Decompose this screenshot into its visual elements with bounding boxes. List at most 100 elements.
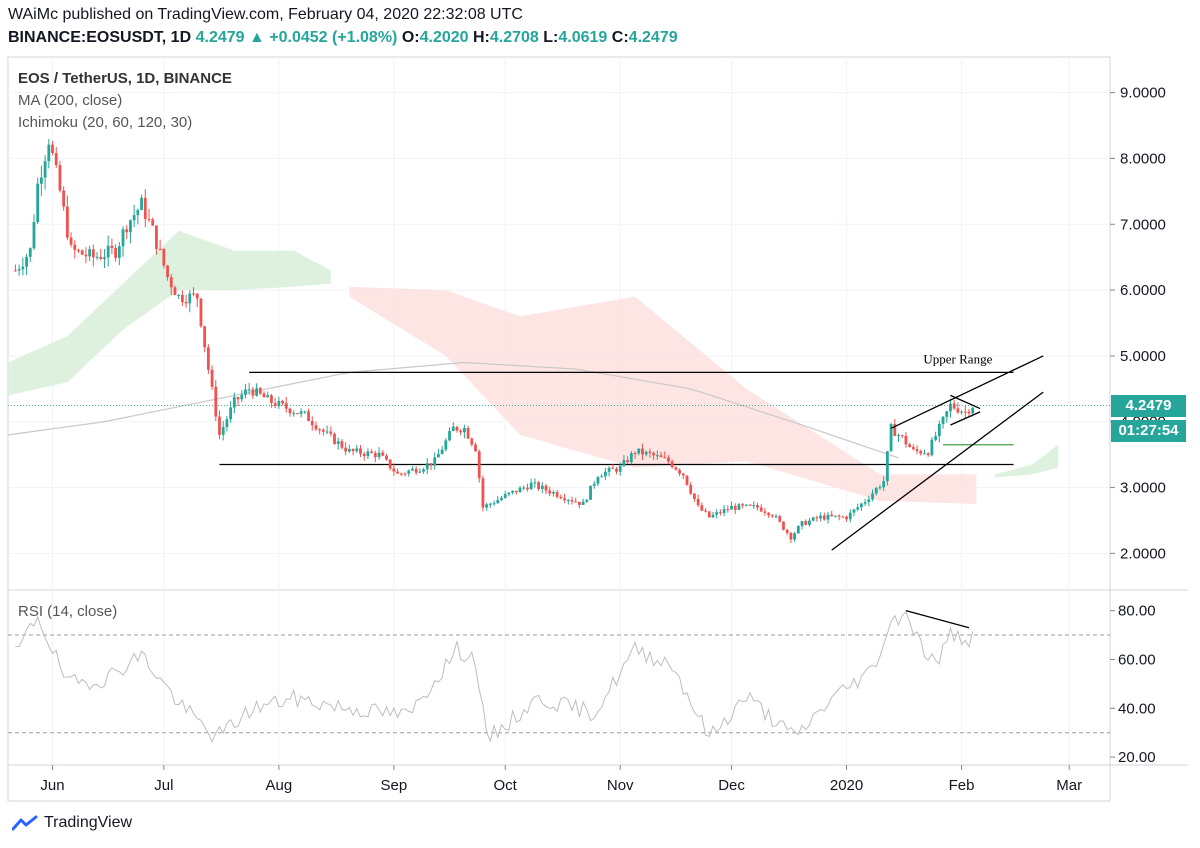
- legend-rsi[interactable]: RSI (14, close): [18, 603, 118, 620]
- candle-up: [232, 397, 236, 408]
- time-axis-label: Jul: [154, 777, 173, 794]
- candle-up: [433, 457, 437, 466]
- trend-drawings[interactable]: [831, 355, 1044, 551]
- rsi-pane: [8, 610, 1110, 743]
- time-axis-label: Sep: [381, 777, 408, 794]
- candle-up: [960, 411, 963, 413]
- candle-up: [934, 436, 938, 440]
- footer-brand[interactable]: TradingView: [12, 814, 132, 832]
- candle-up: [826, 514, 830, 520]
- candle-down: [555, 492, 559, 497]
- candle-up: [448, 430, 451, 441]
- candle-down: [685, 475, 689, 485]
- candle-up: [422, 469, 425, 472]
- candle-up: [507, 492, 511, 495]
- candle-down: [689, 484, 693, 494]
- chart-title: EOS / TetherUS, 1D, BINANCE: [18, 70, 232, 87]
- candle-up: [177, 294, 181, 296]
- candle-down: [667, 457, 670, 462]
- price-axis-label: 7.0000: [1120, 216, 1166, 233]
- candle-down: [351, 448, 355, 452]
- candle-up: [711, 514, 715, 518]
- candle-down: [392, 468, 396, 472]
- candle-up: [496, 500, 500, 504]
- candle-up: [889, 424, 893, 452]
- time-axis-label: Feb: [949, 777, 975, 794]
- candle-up: [863, 502, 867, 504]
- candle-down: [911, 447, 915, 450]
- candle-up: [240, 394, 244, 400]
- candle-down: [199, 298, 203, 327]
- candle-down: [143, 197, 147, 220]
- candle-down: [114, 247, 118, 258]
- candle-up: [336, 441, 340, 444]
- candle-up: [129, 220, 132, 233]
- candle-up: [36, 183, 40, 223]
- candle-down: [785, 529, 789, 533]
- high-label: H:: [473, 29, 490, 46]
- candle-down: [652, 453, 656, 456]
- candle-down: [841, 516, 845, 518]
- candle-down: [284, 403, 288, 409]
- price-change: +0.0452 (+1.08%): [269, 29, 398, 46]
- grid: [8, 57, 1110, 765]
- symbol-quote-line: BINANCE:EOSUSDT, 1D 4.2479 ▲ +0.0452 (+1…: [8, 29, 678, 47]
- candle-up: [255, 388, 258, 396]
- candle-up: [796, 526, 800, 534]
- candle-down: [641, 448, 644, 455]
- upper-range-label: Upper Range: [923, 351, 992, 366]
- candle-down: [481, 478, 485, 508]
- candle-down: [399, 473, 403, 475]
- candle-down: [258, 388, 262, 394]
- candle-down: [381, 452, 385, 456]
- candle-down: [633, 453, 637, 455]
- candle-up: [347, 448, 351, 452]
- candle-down: [514, 490, 518, 493]
- candle-down: [474, 444, 477, 452]
- candle-down: [414, 468, 418, 473]
- candle-down: [763, 511, 767, 513]
- price-axis-label: 2.0000: [1120, 545, 1166, 562]
- candle-down: [359, 448, 362, 454]
- candle-down: [388, 459, 392, 469]
- candle-up: [655, 455, 659, 457]
- open-value: 4.2020: [419, 29, 469, 46]
- legend-ma[interactable]: MA (200, close): [18, 92, 123, 109]
- candle-up: [596, 477, 600, 484]
- candle-down: [62, 190, 66, 207]
- price-axis-label: 8.0000: [1120, 150, 1166, 167]
- candle-up: [17, 269, 21, 271]
- candle-up: [411, 468, 414, 471]
- candle-down: [466, 428, 470, 439]
- candle-down: [214, 386, 218, 417]
- price-axis-label: 9.0000: [1120, 85, 1166, 102]
- candle-up: [32, 222, 36, 249]
- candle-up: [47, 144, 51, 162]
- candle-down: [162, 248, 166, 266]
- candle-down: [893, 424, 897, 436]
- close-label: C:: [611, 29, 629, 46]
- candle-down: [559, 496, 563, 499]
- candle-up: [730, 506, 733, 510]
- candle-down: [321, 429, 325, 432]
- legend-ichimoku[interactable]: Ichimoku (20, 60, 120, 30): [18, 114, 193, 131]
- ichimoku-cloud: [8, 230, 1059, 505]
- candle-down: [574, 501, 578, 503]
- candle-down: [526, 487, 529, 490]
- candle-up: [140, 197, 143, 210]
- candle-down: [756, 505, 759, 508]
- wedge-upper-trendline: [890, 355, 1044, 429]
- candle-down: [158, 248, 162, 250]
- candle-down: [845, 516, 848, 520]
- candle-down: [281, 400, 284, 404]
- candle-down: [707, 511, 711, 518]
- candle-up: [722, 509, 726, 514]
- candle-down: [908, 444, 912, 448]
- candle-down: [147, 219, 151, 221]
- rsi-axis-label: 20.00: [1118, 749, 1156, 766]
- candle-up: [451, 426, 455, 431]
- candle-down: [674, 467, 678, 470]
- candle-up: [518, 487, 522, 493]
- candle-up: [28, 248, 32, 257]
